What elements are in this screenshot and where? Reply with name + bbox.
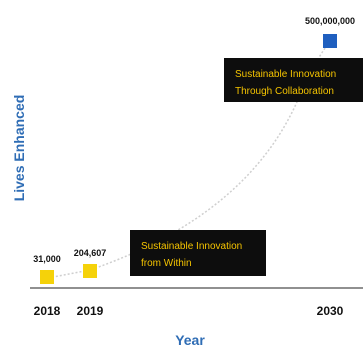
annotation-collaboration-line-1: Sustainable Innovation [235,69,336,80]
annotation-within-line-1: Sustainable Innovation [141,241,242,252]
annotation-collaboration-line-2: Through Collaboration [235,86,334,97]
point-2018-marker [40,270,54,284]
point-2030-label: 500,000,000 [305,16,355,26]
annotation-box-within [130,230,266,276]
x-tick-2018: 2018 [34,304,61,318]
annotation-within-line-2: from Within [141,258,192,269]
y-axis-title: Lives Enhanced [11,95,27,202]
x-tick-2030: 2030 [317,304,344,318]
x-axis-title: Year [175,332,205,348]
point-2019-marker [83,264,97,278]
point-2019-label: 204,607 [74,248,107,258]
annotation-box-collaboration [224,58,363,102]
point-2018-label: 31,000 [33,254,61,264]
point-2030-marker [323,34,337,48]
x-tick-2019: 2019 [77,304,104,318]
